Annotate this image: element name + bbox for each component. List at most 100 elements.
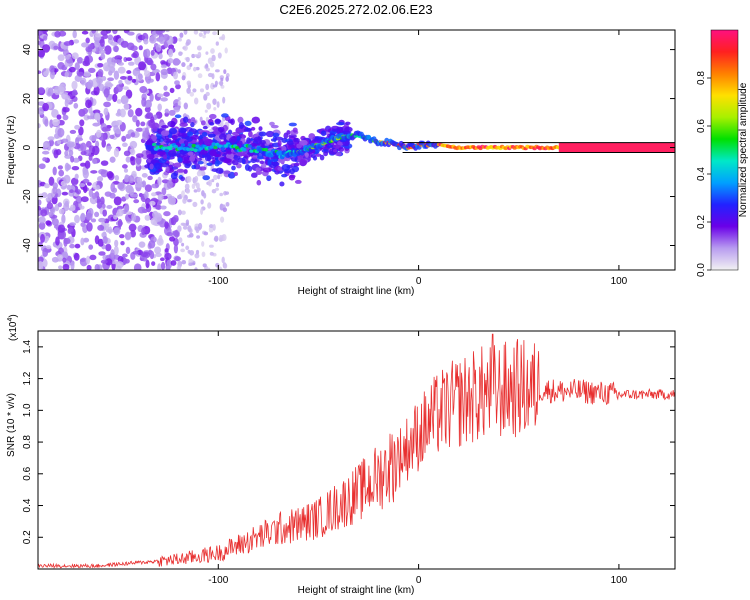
spectrogram-cell <box>173 244 179 254</box>
spectrogram-cell <box>144 184 153 193</box>
spectrogram-cell <box>231 159 239 166</box>
spectrogram-cell <box>169 87 175 94</box>
spectrogram-cell <box>125 156 131 163</box>
spectrogram-cell <box>201 131 208 137</box>
spectrogram-cell <box>57 224 66 233</box>
spectrogram-cell <box>229 136 237 144</box>
colorbar-ticks: 0.0 0.2 0.4 0.6 0.8 <box>696 71 711 277</box>
spectrogram-cell <box>217 126 225 133</box>
spectrogram-cell <box>136 176 143 184</box>
spectrogram-cell <box>168 109 176 116</box>
spectrogram-cell <box>194 54 199 58</box>
svg-text:(x104): (x104) <box>7 314 19 341</box>
spectrogram-cell <box>148 240 156 249</box>
spectrogram-cell <box>166 180 173 189</box>
spectrogram-cell <box>223 158 232 164</box>
spectrogram-cell <box>147 175 153 181</box>
spectrogram-cell <box>130 156 137 166</box>
spectrogram-cell <box>61 214 66 224</box>
spectrogram-cell <box>72 157 80 163</box>
spectrogram-cell <box>78 183 86 188</box>
spectrogram-cell <box>128 186 135 196</box>
spectrogram-cell <box>107 34 114 41</box>
spectrogram-cell <box>220 120 224 127</box>
spectrogram-cell <box>215 167 224 174</box>
spectrogram-cell <box>202 125 208 130</box>
spectrogram-cell <box>51 218 59 226</box>
colorbar-tick-label: 0.0 <box>696 263 707 277</box>
spectrogram-cell <box>100 53 106 60</box>
spectrogram-cell <box>296 143 302 149</box>
spectrogram-cell <box>52 118 61 127</box>
snr-multiplier: (x104) <box>7 314 19 341</box>
spectrogram-cell <box>121 164 128 169</box>
spectrogram-cell <box>193 97 199 105</box>
spectrogram-cell <box>192 66 197 72</box>
spectrogram-cell <box>233 172 238 176</box>
spectrogram-cell <box>117 218 123 228</box>
reference-band <box>402 142 675 153</box>
spectrogram-cell <box>70 155 75 163</box>
spectrogram-cell <box>201 241 205 247</box>
spectrogram-cell <box>269 163 277 168</box>
spectrogram-cell <box>205 30 211 34</box>
spectrogram-cell <box>123 103 130 111</box>
spectrogram-cell <box>114 55 123 61</box>
spectrogram-cell <box>194 253 200 259</box>
spectrogram-cell <box>157 151 166 156</box>
spectrogram-cell <box>113 59 122 64</box>
spectrogram-cell <box>189 147 195 151</box>
spectrogram-cell <box>126 42 135 51</box>
spectrogram-cell <box>251 116 261 124</box>
spectrogram-cell <box>45 235 50 242</box>
spectrogram-cell <box>160 60 166 65</box>
spectrogram-cell <box>98 217 106 223</box>
spectrogram-cell <box>52 166 57 176</box>
spectrogram-cell <box>180 143 186 147</box>
spectrogram-cell <box>71 166 80 171</box>
spectrogram-cell <box>69 222 76 226</box>
spectrogram-cell <box>156 138 161 144</box>
spectrogram-cell <box>79 205 85 210</box>
spectrogram-cell <box>145 144 154 151</box>
spectrogram-cell <box>209 113 217 120</box>
spectrogram-cell <box>202 263 207 268</box>
spectrogram-cell <box>174 80 180 86</box>
spectrogram-cell <box>250 126 256 131</box>
spectrogram-cell <box>255 170 263 175</box>
spectrogram-cell <box>38 70 42 75</box>
spectrogram-cell <box>156 93 164 98</box>
spectrogram-cell <box>199 166 207 171</box>
spectrogram-cell <box>81 30 89 35</box>
spectrogram-cell <box>189 249 195 256</box>
spectrogram-cell <box>181 75 186 81</box>
spectrogram-cell <box>215 262 220 268</box>
spectrogram-cell <box>145 203 150 209</box>
spectrogram-cell <box>48 176 55 186</box>
spectrogram-cell <box>182 116 189 124</box>
spectrogram-cell <box>83 237 90 243</box>
spectrogram-cell <box>81 42 89 48</box>
spectrogram-cell <box>124 176 130 183</box>
spectrogram-cell <box>222 207 228 213</box>
spectrogram-cell <box>141 256 148 262</box>
spectrogram-cell <box>57 254 63 260</box>
spectrogram-cell <box>208 244 214 248</box>
spectrogram-cell <box>206 162 213 166</box>
spectrogram-cell <box>154 212 163 222</box>
spectrogram-cell <box>42 247 49 258</box>
spectrogram-cell <box>263 147 269 152</box>
spectrogram-cell <box>61 251 69 260</box>
spectrogram-cell <box>57 202 62 208</box>
spectrogram-cell <box>299 159 308 166</box>
spectrogram-cell <box>227 151 232 155</box>
spectrogram-cell <box>185 188 191 194</box>
spectrogram-cell <box>97 69 104 77</box>
spectrogram-cell <box>80 162 87 167</box>
spectrogram-cell <box>73 39 80 44</box>
spectrogram-cell <box>125 232 131 240</box>
spectrogram-cell <box>57 165 63 170</box>
spectrogram-cell <box>331 128 340 132</box>
spectrogram-cell <box>38 256 44 263</box>
spectrogram-cell <box>197 51 202 58</box>
